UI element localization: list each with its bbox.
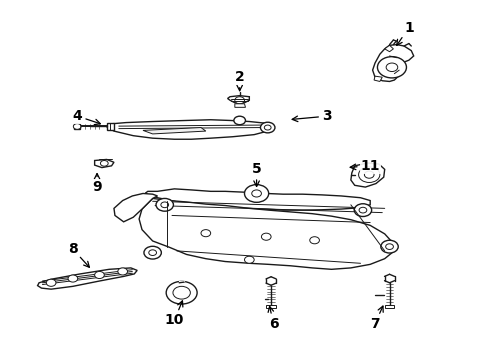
Circle shape: [386, 63, 397, 72]
Text: 5: 5: [251, 162, 261, 186]
Circle shape: [201, 230, 210, 237]
Circle shape: [260, 122, 274, 133]
Circle shape: [233, 116, 245, 125]
Text: 8: 8: [68, 242, 89, 267]
Polygon shape: [106, 120, 273, 139]
Circle shape: [148, 250, 156, 256]
Circle shape: [358, 207, 366, 213]
Text: 4: 4: [73, 109, 100, 125]
Circle shape: [264, 125, 270, 130]
Circle shape: [377, 57, 406, 78]
Circle shape: [95, 271, 104, 279]
Polygon shape: [373, 76, 382, 81]
Circle shape: [166, 282, 197, 304]
Circle shape: [173, 286, 190, 299]
Circle shape: [100, 161, 108, 166]
Polygon shape: [139, 198, 393, 269]
Circle shape: [309, 237, 319, 244]
Circle shape: [244, 256, 254, 263]
Polygon shape: [106, 123, 114, 130]
Circle shape: [46, 279, 56, 286]
Polygon shape: [372, 45, 413, 81]
Polygon shape: [74, 123, 80, 129]
Circle shape: [68, 275, 78, 282]
Polygon shape: [145, 189, 369, 210]
Text: 7: 7: [369, 306, 383, 330]
Circle shape: [118, 268, 127, 275]
Text: 9: 9: [92, 174, 102, 194]
Circle shape: [156, 198, 173, 211]
Text: 2: 2: [234, 70, 244, 91]
Circle shape: [161, 202, 168, 208]
Polygon shape: [384, 45, 393, 52]
Circle shape: [244, 185, 268, 202]
Text: 1: 1: [396, 21, 413, 45]
Circle shape: [358, 167, 379, 183]
Circle shape: [364, 171, 373, 178]
Circle shape: [261, 233, 270, 240]
Circle shape: [353, 204, 371, 216]
Circle shape: [251, 190, 261, 197]
Circle shape: [385, 244, 393, 249]
Circle shape: [73, 123, 81, 129]
Polygon shape: [38, 268, 137, 289]
Circle shape: [234, 97, 244, 104]
Text: 3: 3: [291, 109, 331, 123]
Polygon shape: [142, 127, 205, 134]
Text: 6: 6: [267, 306, 278, 330]
Polygon shape: [114, 193, 157, 222]
Text: 11: 11: [349, 159, 379, 173]
Circle shape: [380, 240, 397, 253]
Polygon shape: [227, 96, 249, 104]
Polygon shape: [234, 104, 245, 107]
Polygon shape: [384, 305, 393, 307]
Circle shape: [143, 246, 161, 259]
Polygon shape: [95, 159, 114, 168]
Polygon shape: [350, 163, 384, 187]
Text: 10: 10: [164, 301, 183, 327]
Polygon shape: [265, 305, 275, 307]
